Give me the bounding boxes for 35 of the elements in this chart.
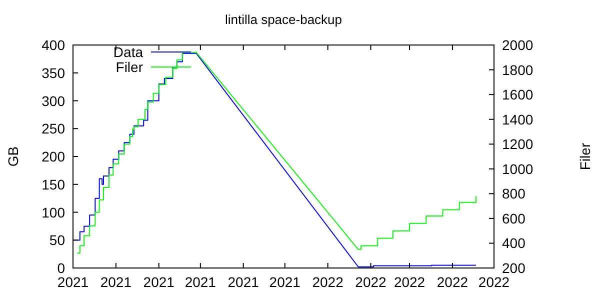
y2-tick-label: 1400 bbox=[502, 111, 534, 128]
y-tick-label: 50 bbox=[49, 232, 66, 248]
x-tick-label: 2022 bbox=[312, 274, 344, 290]
x-tick-label: 2021 bbox=[184, 274, 216, 290]
y2-tick-label: 400 bbox=[502, 235, 526, 252]
legend-label: Filer bbox=[116, 59, 144, 75]
x-tick-label: 2022 bbox=[355, 274, 387, 290]
x-tick-label: 2022 bbox=[394, 274, 426, 290]
y-tick-label: 100 bbox=[42, 204, 66, 220]
x-tick-label: 2021 bbox=[100, 274, 132, 290]
x-tick-label: 2021 bbox=[143, 274, 175, 290]
y2-tick-label: 2000 bbox=[502, 37, 534, 53]
y2-tick-label: 200 bbox=[502, 260, 526, 276]
y2-tick-label: 1800 bbox=[502, 62, 534, 78]
y-axis-title: GB bbox=[5, 146, 21, 167]
y-tick-label: 150 bbox=[42, 176, 66, 192]
x-tick-label: 2022 bbox=[478, 274, 510, 290]
x-tick-label: 2021 bbox=[228, 274, 260, 290]
chart-title: lintilla space-backup bbox=[224, 12, 342, 27]
y-tick-label: 250 bbox=[42, 120, 66, 137]
y2-tick-label: 600 bbox=[502, 210, 526, 226]
x-tick-label: 2021 bbox=[269, 274, 301, 290]
y-tick-label: 300 bbox=[42, 92, 66, 109]
y2-axis-title: Filer bbox=[577, 142, 593, 170]
legend-label: Data bbox=[113, 44, 144, 60]
y2-tick-label: 800 bbox=[502, 186, 526, 202]
y-tick-label: 350 bbox=[42, 64, 66, 81]
y-tick-label: 200 bbox=[42, 148, 66, 164]
y2-tick-label: 1600 bbox=[502, 86, 534, 103]
y2-tick-label: 1000 bbox=[502, 160, 534, 177]
x-tick-label: 2021 bbox=[57, 274, 89, 290]
x-tick-label: 2022 bbox=[436, 274, 468, 290]
y-tick-label: 0 bbox=[57, 260, 66, 276]
y2-tick-label: 1200 bbox=[502, 136, 534, 152]
y-tick-label: 400 bbox=[42, 37, 66, 53]
